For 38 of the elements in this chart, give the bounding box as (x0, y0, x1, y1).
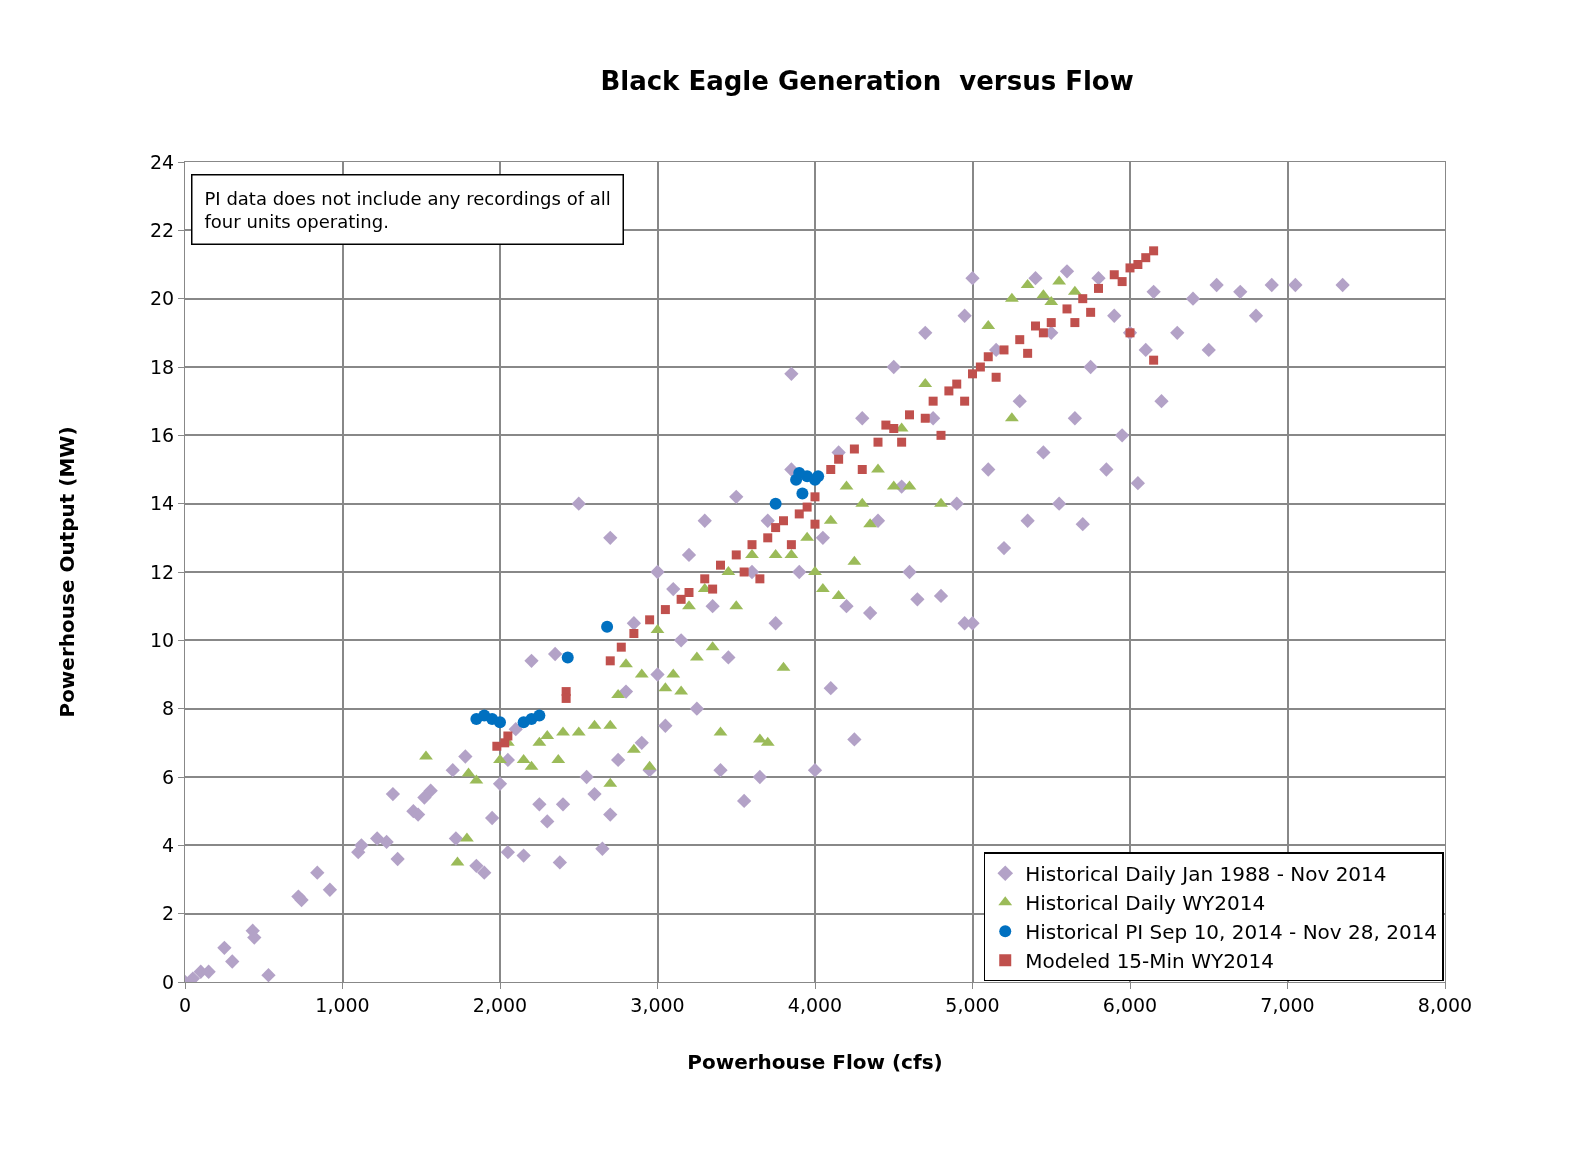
legend-label: Historical Daily Jan 1988 - Nov 2014 (1025, 861, 1387, 886)
y-tick-label: 24 (150, 150, 175, 173)
y-tick-label: 10 (150, 628, 175, 651)
y-tick-label: 14 (150, 492, 175, 515)
y-tick-label: 4 (162, 833, 175, 856)
x-tick-label: 4,000 (787, 993, 843, 1016)
x-tick-label: 0 (178, 993, 192, 1016)
x-tick-label: 2,000 (472, 993, 528, 1016)
y-tick-label: 6 (162, 765, 175, 788)
y-tick-label: 0 (162, 970, 175, 993)
point (561, 651, 574, 664)
y-tick-label: 16 (150, 423, 175, 446)
chart-title: Black Eagle Generation versus Flow (600, 65, 1134, 96)
annotation: PI data does not include any recordings of all four units operating. (204, 187, 611, 232)
y-tick-label: 12 (150, 560, 175, 583)
y-axis-title: Powerhouse Output (MW) (54, 426, 79, 718)
point (796, 487, 809, 500)
x-tick-label: 3,000 (630, 993, 685, 1016)
y-tick-label: 18 (150, 355, 175, 378)
point (769, 497, 782, 510)
y-tick-label: 8 (162, 697, 175, 720)
point (793, 466, 806, 479)
point (533, 709, 546, 722)
legend-label: Historical PI Sep 10, 2014 - Nov 28, 2014 (1025, 919, 1438, 944)
y-tick-label: 2 (162, 902, 175, 925)
legend-label: Modeled 15-Min WY2014 (1025, 948, 1275, 973)
y-tick-label: 20 (150, 287, 175, 310)
point (494, 716, 506, 729)
legend-label: Historical Daily WY2014 (1025, 890, 1266, 915)
x-tick-label: 5,000 (945, 993, 1000, 1016)
point (812, 470, 825, 483)
x-tick-label: 8,000 (1417, 993, 1473, 1016)
y-tick-label: 22 (150, 218, 175, 241)
point (601, 620, 614, 633)
x-tick-label: 1,000 (315, 993, 370, 1016)
x-tick-label: 6,000 (1102, 993, 1158, 1016)
x-axis-title: Powerhouse Flow (cfs) (687, 1050, 943, 1075)
x-tick-label: 7,000 (1260, 993, 1315, 1016)
